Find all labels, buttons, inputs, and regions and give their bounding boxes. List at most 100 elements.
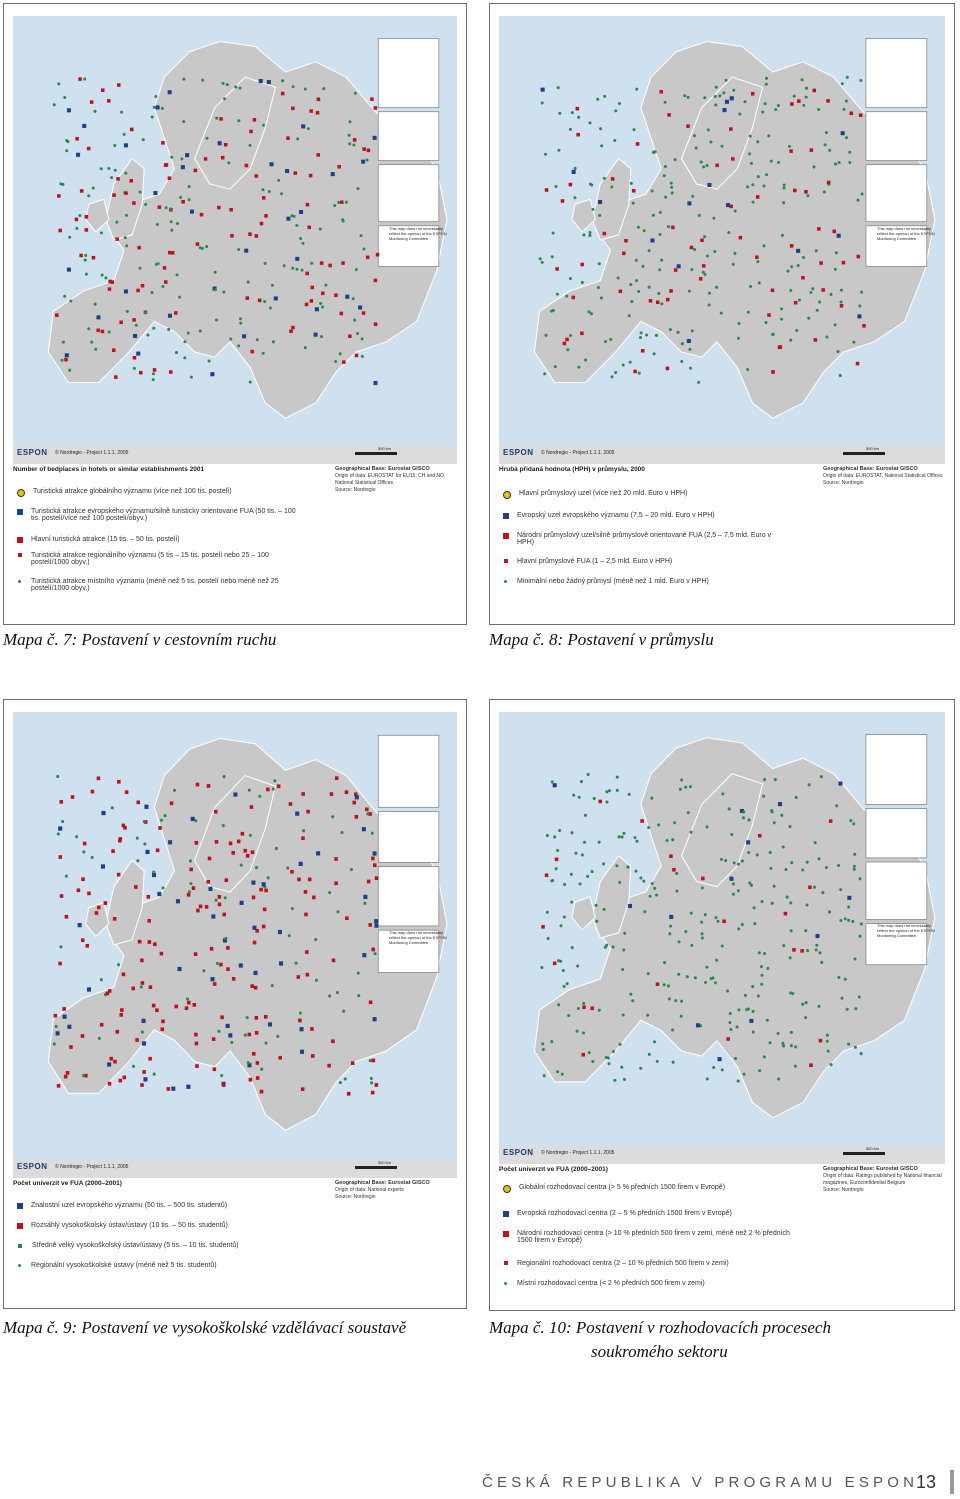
node-marker bbox=[790, 861, 794, 865]
node-marker bbox=[350, 1061, 355, 1066]
node-marker bbox=[167, 90, 172, 95]
node-marker bbox=[66, 108, 71, 113]
legend-item: Rozsáhlý vysokoškolský ústav/ústavy (10 … bbox=[17, 1222, 311, 1229]
node-marker bbox=[354, 815, 359, 819]
node-marker bbox=[622, 948, 626, 952]
node-marker bbox=[826, 99, 830, 103]
node-marker bbox=[680, 342, 684, 346]
node-marker bbox=[647, 285, 651, 289]
node-marker bbox=[285, 168, 290, 174]
node-marker bbox=[258, 78, 263, 84]
red-square-icon bbox=[503, 533, 509, 539]
node-marker bbox=[550, 1040, 554, 1044]
node-marker bbox=[651, 213, 655, 217]
node-marker bbox=[307, 877, 312, 882]
node-marker bbox=[746, 1007, 750, 1011]
node-marker bbox=[362, 953, 367, 958]
node-marker bbox=[82, 123, 87, 128]
node-marker bbox=[828, 910, 832, 914]
node-marker bbox=[194, 840, 199, 845]
node-marker bbox=[237, 344, 241, 348]
node-marker bbox=[116, 872, 121, 877]
node-marker bbox=[836, 349, 840, 354]
node-marker bbox=[714, 103, 718, 107]
meta-geo: Geographical Base: Eurostat GISCO bbox=[823, 1166, 918, 1172]
inset-disclaimer: This map does not necessarily reflect th… bbox=[877, 923, 935, 938]
node-marker bbox=[134, 885, 138, 889]
node-marker bbox=[756, 260, 760, 264]
node-marker bbox=[271, 340, 275, 344]
node-marker bbox=[543, 372, 547, 376]
node-marker bbox=[858, 113, 863, 118]
node-marker bbox=[748, 134, 752, 138]
node-marker bbox=[660, 258, 664, 262]
node-marker bbox=[569, 333, 573, 338]
node-marker bbox=[759, 965, 764, 969]
node-marker bbox=[715, 163, 719, 168]
node-marker bbox=[161, 284, 165, 289]
node-marker bbox=[100, 273, 104, 277]
node-marker bbox=[737, 321, 741, 325]
node-marker bbox=[150, 115, 154, 119]
node-marker bbox=[107, 166, 111, 170]
node-marker bbox=[789, 901, 793, 905]
node-marker bbox=[221, 824, 225, 828]
node-marker bbox=[857, 314, 862, 319]
node-marker bbox=[139, 985, 143, 989]
node-marker bbox=[183, 340, 187, 344]
legend-label: Turistická atrakce evropského významu/si… bbox=[31, 508, 296, 522]
node-marker bbox=[853, 1045, 857, 1049]
node-marker bbox=[749, 285, 753, 289]
node-marker bbox=[669, 854, 673, 859]
node-marker bbox=[229, 337, 233, 341]
blue-square-icon bbox=[503, 1211, 509, 1217]
node-marker bbox=[615, 775, 619, 779]
node-marker bbox=[91, 255, 96, 260]
node-marker bbox=[320, 291, 325, 296]
node-marker bbox=[665, 366, 670, 371]
node-marker bbox=[755, 195, 760, 199]
node-marker bbox=[705, 163, 709, 168]
node-marker bbox=[69, 1045, 73, 1049]
node-marker bbox=[576, 132, 580, 137]
node-marker bbox=[650, 882, 654, 886]
node-marker bbox=[260, 1067, 264, 1071]
node-marker bbox=[586, 772, 590, 776]
node-marker bbox=[351, 297, 355, 301]
node-marker bbox=[598, 213, 602, 217]
legend-meta: Geographical Base: Eurostat GISCO Origin… bbox=[823, 1166, 943, 1194]
node-marker bbox=[788, 825, 792, 829]
node-marker bbox=[113, 1059, 117, 1064]
node-marker bbox=[555, 267, 559, 271]
node-marker bbox=[123, 825, 127, 830]
node-marker bbox=[368, 1000, 373, 1005]
node-marker bbox=[605, 790, 609, 794]
figure-caption: Mapa č. 9: Postavení ve vysokoškolské vz… bbox=[3, 1318, 407, 1337]
node-marker bbox=[765, 1018, 769, 1022]
node-marker bbox=[719, 311, 723, 315]
node-marker bbox=[227, 161, 231, 165]
node-marker bbox=[557, 148, 561, 152]
node-marker bbox=[551, 231, 555, 235]
node-marker bbox=[631, 188, 636, 193]
node-marker bbox=[186, 997, 190, 1001]
node-marker bbox=[763, 102, 767, 106]
node-marker bbox=[714, 85, 718, 89]
node-marker bbox=[690, 943, 694, 947]
node-marker bbox=[90, 855, 94, 860]
node-marker bbox=[336, 910, 340, 914]
node-marker bbox=[598, 799, 603, 804]
node-marker bbox=[837, 160, 841, 165]
node-marker bbox=[559, 924, 563, 928]
node-marker bbox=[693, 247, 697, 252]
node-marker bbox=[365, 255, 370, 260]
node-marker bbox=[588, 182, 592, 186]
node-marker bbox=[354, 792, 358, 797]
node-marker bbox=[675, 871, 679, 875]
node-marker bbox=[187, 198, 191, 202]
node-marker bbox=[743, 993, 747, 997]
legend-label: Turistická atrakce globálního významu (v… bbox=[33, 488, 232, 495]
node-marker bbox=[746, 368, 750, 372]
node-marker bbox=[359, 234, 363, 238]
node-marker bbox=[243, 1033, 247, 1037]
